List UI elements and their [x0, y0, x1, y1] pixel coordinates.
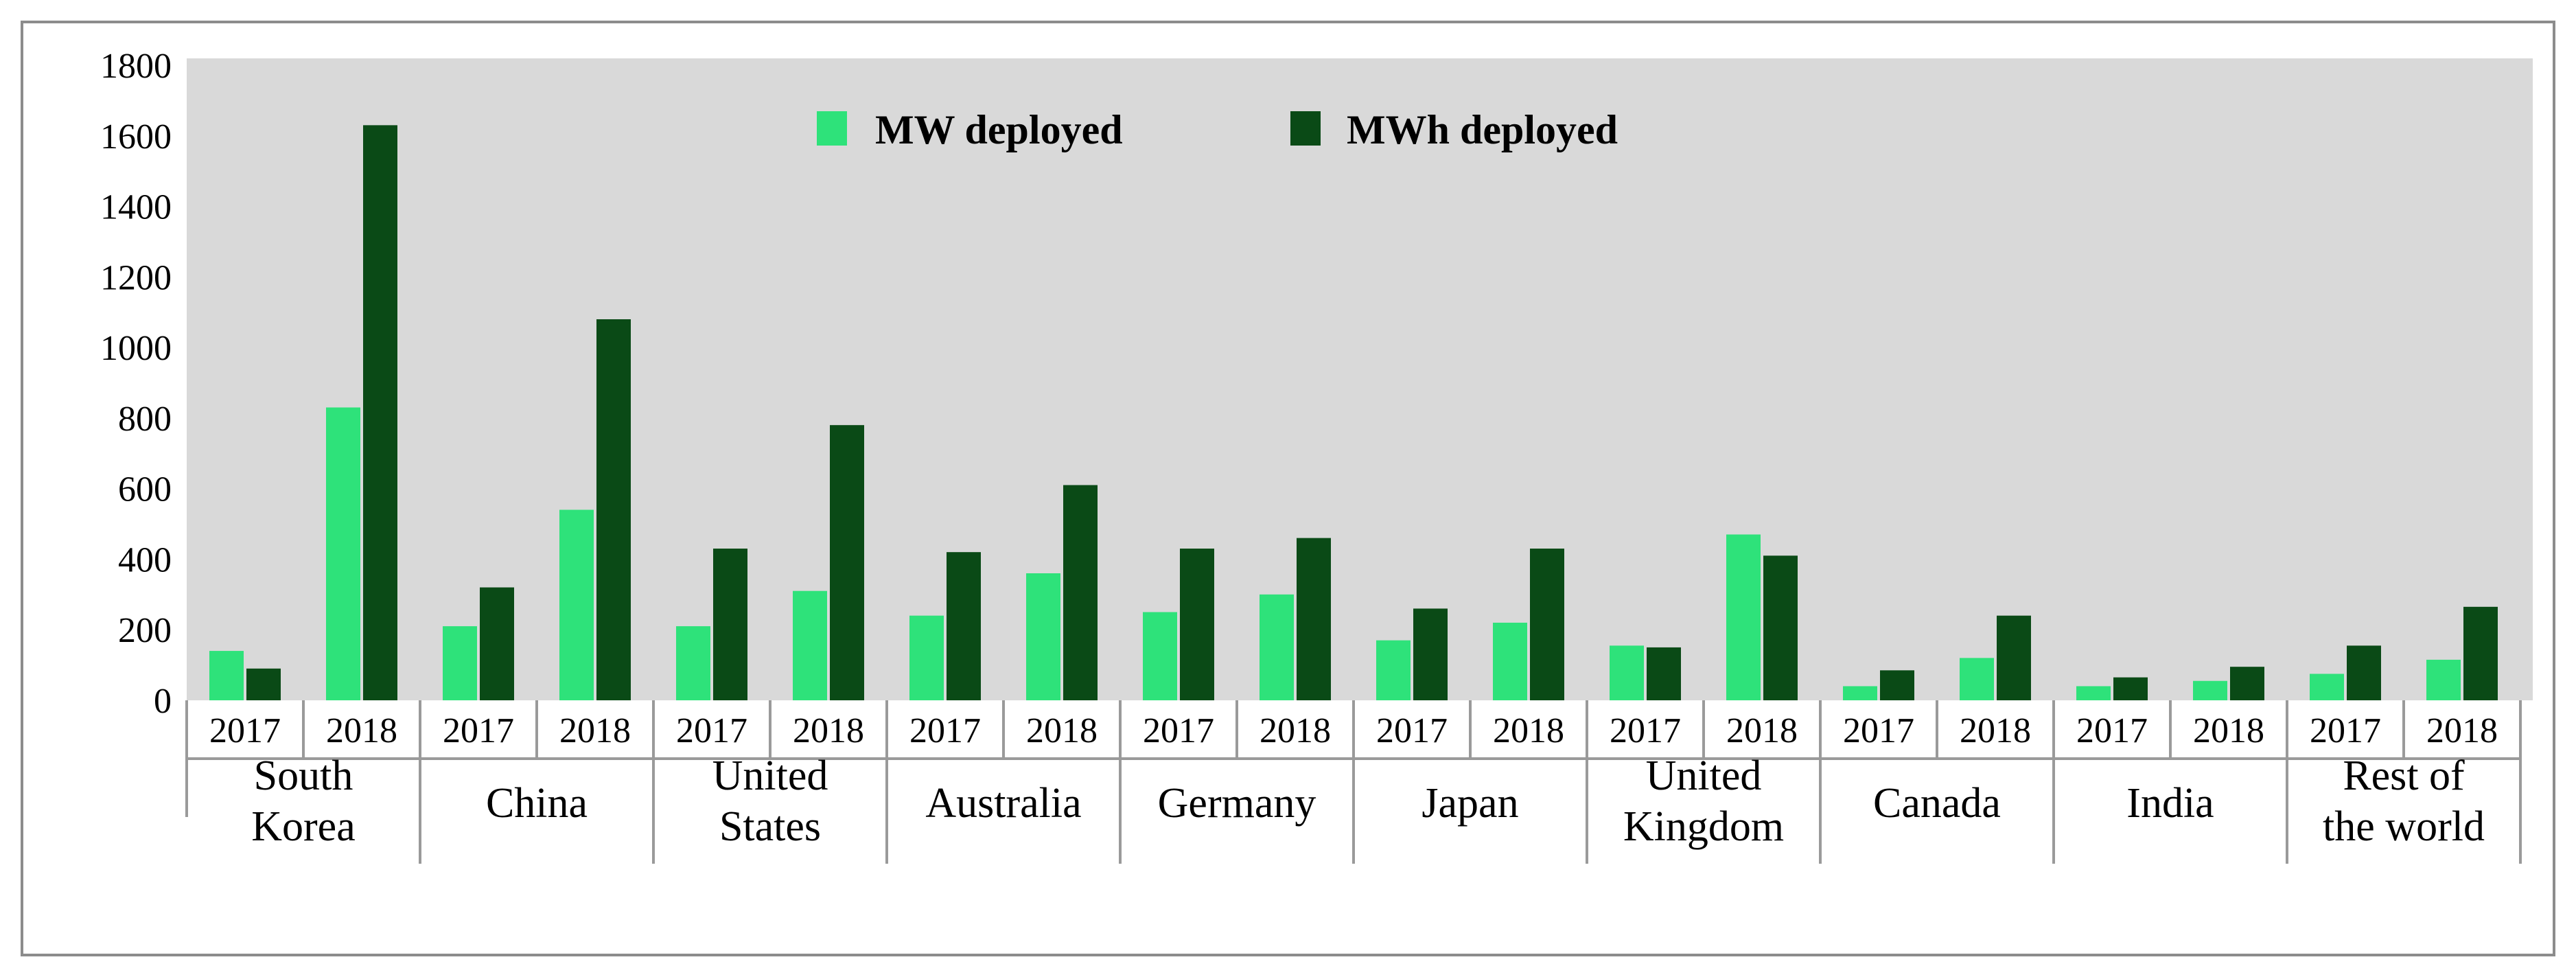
- year-label: 2018: [1026, 711, 1098, 750]
- bar-mwh-deployed: [363, 125, 397, 701]
- bar-mwh-deployed: [1530, 549, 1564, 700]
- category-label: Korea: [251, 803, 355, 850]
- category-label: Australia: [925, 780, 1081, 827]
- bar-mwh-deployed: [947, 552, 981, 700]
- bar-mw-deployed: [793, 590, 827, 700]
- bar-mw-deployed: [1960, 658, 1994, 700]
- legend-swatch-mw: [817, 111, 847, 146]
- bar-mwh-deployed: [1880, 670, 1914, 700]
- category-label: United: [712, 752, 828, 799]
- year-label: 2017: [1610, 711, 1681, 750]
- year-label: 2017: [1843, 711, 1914, 750]
- bar-mw-deployed: [1726, 534, 1761, 700]
- bar-mw-deployed: [443, 626, 477, 700]
- category-label: Rest of: [2343, 752, 2465, 799]
- bar-mwh-deployed: [1413, 608, 1448, 700]
- category-label: Canada: [1873, 780, 2001, 827]
- bar-mwh-deployed: [2113, 677, 2148, 700]
- category-label: China: [486, 780, 588, 827]
- bar-mw-deployed: [1376, 640, 1411, 700]
- bar-mw-deployed: [1143, 612, 1177, 700]
- year-label: 2017: [2310, 711, 2381, 750]
- bar-mw-deployed: [326, 407, 360, 700]
- bar-mwh-deployed: [1297, 538, 1331, 700]
- bar-mw-deployed: [2310, 674, 2344, 700]
- y-tick-label: 400: [118, 540, 172, 579]
- bar-mw-deployed: [2426, 659, 2461, 700]
- bar-mwh-deployed: [1763, 555, 1798, 700]
- year-label: 2017: [1143, 711, 1214, 750]
- y-tick-label: 1600: [100, 117, 172, 157]
- bar-mw-deployed: [1843, 686, 1877, 700]
- category-label: Kingdom: [1623, 803, 1784, 850]
- bar-mwh-deployed: [596, 319, 631, 700]
- bar-mwh-deployed: [246, 668, 281, 700]
- bar-mwh-deployed: [2347, 645, 2381, 700]
- plot-area: [187, 58, 2533, 700]
- category-label: Germany: [1158, 780, 1316, 827]
- legend-label-mw: MW deployed: [875, 107, 1123, 152]
- bar-mw-deployed: [676, 626, 710, 700]
- bar-mwh-deployed: [2463, 606, 2498, 700]
- y-tick-label: 1200: [100, 258, 172, 297]
- bar-mw-deployed: [1610, 645, 1644, 700]
- year-label: 2017: [1376, 711, 1448, 750]
- y-tick-label: 1800: [100, 47, 172, 86]
- year-label: 2018: [1260, 711, 1331, 750]
- y-tick-label: 1000: [100, 329, 172, 368]
- year-label: 2018: [326, 711, 397, 750]
- bar-mw-deployed: [1026, 573, 1060, 700]
- year-label: 2018: [1960, 711, 2031, 750]
- y-tick-label: 0: [154, 682, 172, 721]
- legend: MW deployed MWh deployed: [817, 107, 1618, 152]
- year-label: 2017: [2076, 711, 2148, 750]
- bar-mwh-deployed: [713, 549, 747, 700]
- year-label: 2017: [209, 711, 281, 750]
- y-axis: 0 200 400 600 800 1000 1200 1400 1600 1800: [100, 47, 172, 721]
- bar-mw-deployed: [209, 651, 244, 700]
- year-label: 2018: [559, 711, 631, 750]
- bar-mwh-deployed: [830, 425, 864, 700]
- legend-swatch-mwh: [1290, 111, 1321, 146]
- year-label: 2018: [793, 711, 864, 750]
- year-label: 2018: [1726, 711, 1798, 750]
- bar-mwh-deployed: [480, 587, 514, 700]
- bar-mw-deployed: [909, 615, 944, 700]
- legend-label-mwh: MWh deployed: [1347, 107, 1618, 152]
- year-label: 2017: [676, 711, 747, 750]
- y-tick-label: 1400: [100, 188, 172, 227]
- category-label: United: [1646, 752, 1762, 799]
- bar-mwh-deployed: [1997, 615, 2031, 700]
- y-tick-label: 200: [118, 611, 172, 650]
- bars: [209, 125, 2498, 701]
- category-label: the world: [2323, 803, 2485, 850]
- category-label: South: [254, 752, 353, 799]
- bar-mw-deployed: [1493, 622, 1527, 700]
- year-label: 2017: [909, 711, 981, 750]
- category-label: India: [2126, 780, 2214, 827]
- bar-mw-deployed: [1260, 594, 1294, 700]
- category-label: Japan: [1422, 780, 1518, 827]
- y-tick-label: 800: [118, 400, 172, 439]
- bar-mw-deployed: [559, 509, 594, 700]
- bar-mwh-deployed: [2230, 667, 2264, 700]
- category-label: States: [719, 803, 821, 850]
- bar-mw-deployed: [2193, 680, 2227, 700]
- year-label: 2018: [2193, 711, 2264, 750]
- year-label: 2018: [2426, 711, 2498, 750]
- year-label: 2017: [443, 711, 514, 750]
- y-tick-label: 600: [118, 470, 172, 509]
- year-label: 2018: [1493, 711, 1564, 750]
- bar-mwh-deployed: [1647, 647, 1681, 700]
- bar-mwh-deployed: [1063, 485, 1098, 700]
- bar-mw-deployed: [2076, 686, 2111, 700]
- bar-mwh-deployed: [1180, 549, 1214, 700]
